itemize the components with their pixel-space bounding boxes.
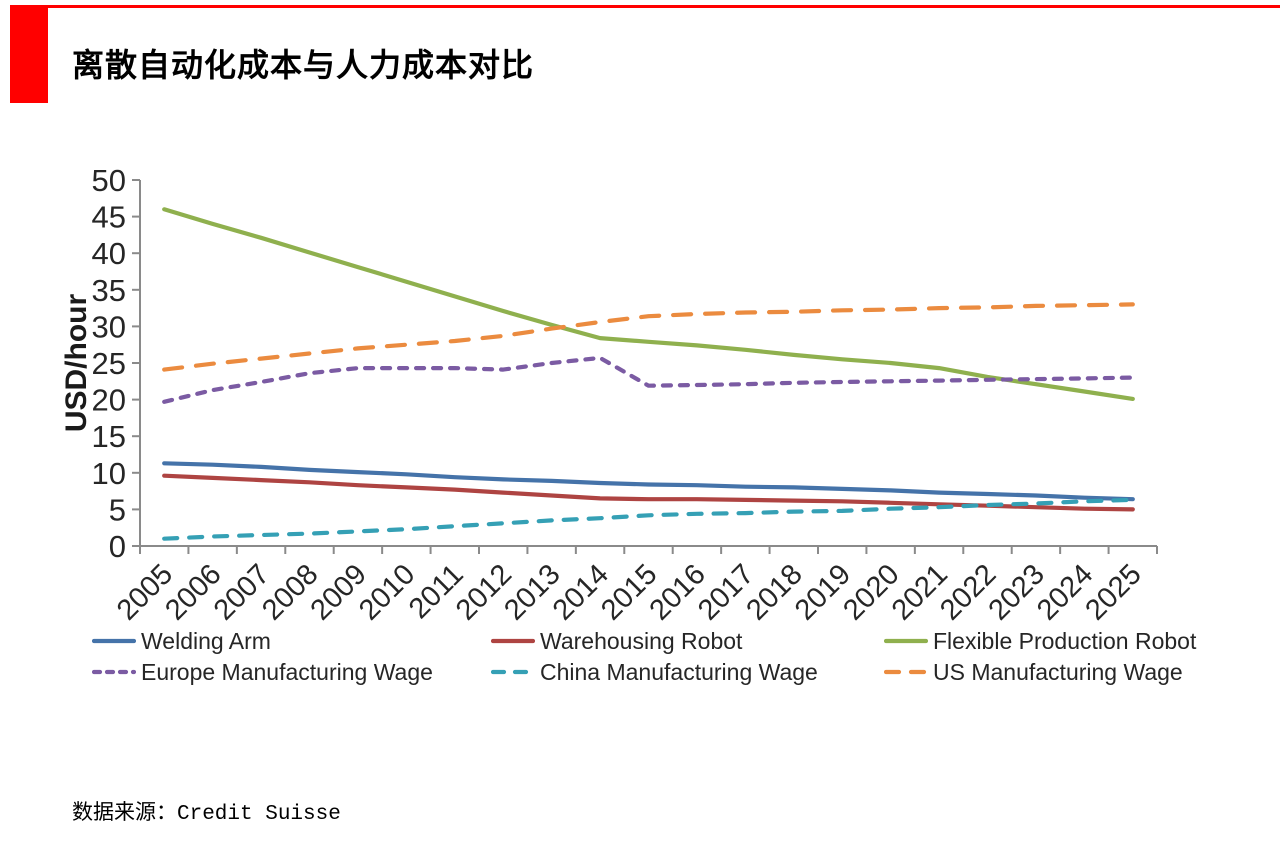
x-tick-label: 2006: [159, 558, 227, 626]
axis-lines: [139, 180, 1157, 547]
y-tick-label: 10: [92, 456, 126, 491]
legend-label-europe-manufacturing-wage: Europe Manufacturing Wage: [141, 659, 433, 685]
legend-label-flexible-production-robot: Flexible Production Robot: [933, 628, 1197, 654]
legend-marker-warehousing-robot: [491, 638, 535, 644]
y-axis-title: USD/hour: [60, 294, 93, 433]
x-tick-label: 2012: [450, 558, 518, 626]
x-tick-label: 2024: [1031, 558, 1099, 626]
x-tick-label: 2005: [111, 558, 179, 626]
series-line-china-manufacturing-wage: [162, 497, 1135, 541]
y-tick-label: 25: [92, 346, 126, 381]
x-tick-label: 2016: [644, 558, 712, 626]
x-tick-label: 2008: [256, 558, 324, 626]
y-tick-label: 30: [92, 309, 126, 344]
legend-marker-welding-arm: [92, 638, 136, 644]
x-tick-label: 2020: [837, 558, 905, 626]
y-tick-label: 0: [109, 529, 126, 564]
legend-item-warehousing-robot: Warehousing Robot: [491, 628, 742, 654]
legend-label-welding-arm: Welding Arm: [141, 628, 271, 654]
page-title: 离散自动化成本与人力成本对比: [72, 47, 535, 83]
x-tick-label: 2007: [208, 558, 276, 626]
y-tick-label: 15: [92, 419, 126, 454]
x-tick-label: 2022: [934, 558, 1002, 626]
x-tick-label: 2014: [547, 558, 615, 626]
y-tick-label: 5: [109, 492, 126, 527]
x-tick-label: 2017: [692, 558, 760, 626]
legend-label-us-manufacturing-wage: US Manufacturing Wage: [933, 659, 1183, 685]
legend-item-china-manufacturing-wage: China Manufacturing Wage: [491, 659, 818, 685]
x-tick-label: 2023: [983, 558, 1051, 626]
x-tick-label: 2015: [595, 558, 663, 626]
x-tick-label: 2013: [498, 558, 566, 626]
source-value: Credit Suisse: [177, 803, 341, 826]
y-tick-label: 50: [92, 163, 126, 198]
x-tick-label: 2018: [740, 558, 808, 626]
legend-item-europe-manufacturing-wage: Europe Manufacturing Wage: [92, 659, 433, 685]
top-red-rule: [10, 5, 1280, 8]
legend-item-us-manufacturing-wage: US Manufacturing Wage: [884, 659, 1183, 685]
y-tick-label: 20: [92, 383, 126, 418]
legend-marker-us-manufacturing-wage: [884, 669, 928, 675]
source-label: 数据来源：: [72, 803, 177, 826]
x-tick-label: 2025: [1079, 558, 1147, 626]
x-tick-label: 2010: [353, 558, 421, 626]
x-tick-label: 2021: [886, 558, 954, 626]
legend-label-warehousing-robot: Warehousing Robot: [540, 628, 743, 654]
series-line-flexible-production-robot: [162, 207, 1135, 401]
legend-label-china-manufacturing-wage: China Manufacturing Wage: [540, 659, 818, 685]
x-tick-label: 2009: [305, 558, 373, 626]
legend-marker-flexible-production-robot: [884, 638, 928, 644]
x-tick-label: 2019: [789, 558, 857, 626]
red-accent-block: [10, 5, 48, 103]
legend-item-welding-arm: Welding Arm: [92, 628, 271, 654]
series-line-europe-manufacturing-wage: [162, 355, 1135, 404]
series-line-welding-arm: [162, 461, 1135, 502]
source-note: 数据来源：Credit Suisse: [72, 796, 341, 826]
legend-item-flexible-production-robot: Flexible Production Robot: [884, 628, 1196, 654]
legend-marker-europe-manufacturing-wage: [92, 669, 136, 675]
y-tick-label: 40: [92, 236, 126, 271]
y-tick-label: 45: [92, 200, 126, 235]
y-tick-label: 35: [92, 273, 126, 308]
series-line-us-manufacturing-wage: [162, 302, 1135, 372]
legend-marker-china-manufacturing-wage: [491, 669, 535, 675]
